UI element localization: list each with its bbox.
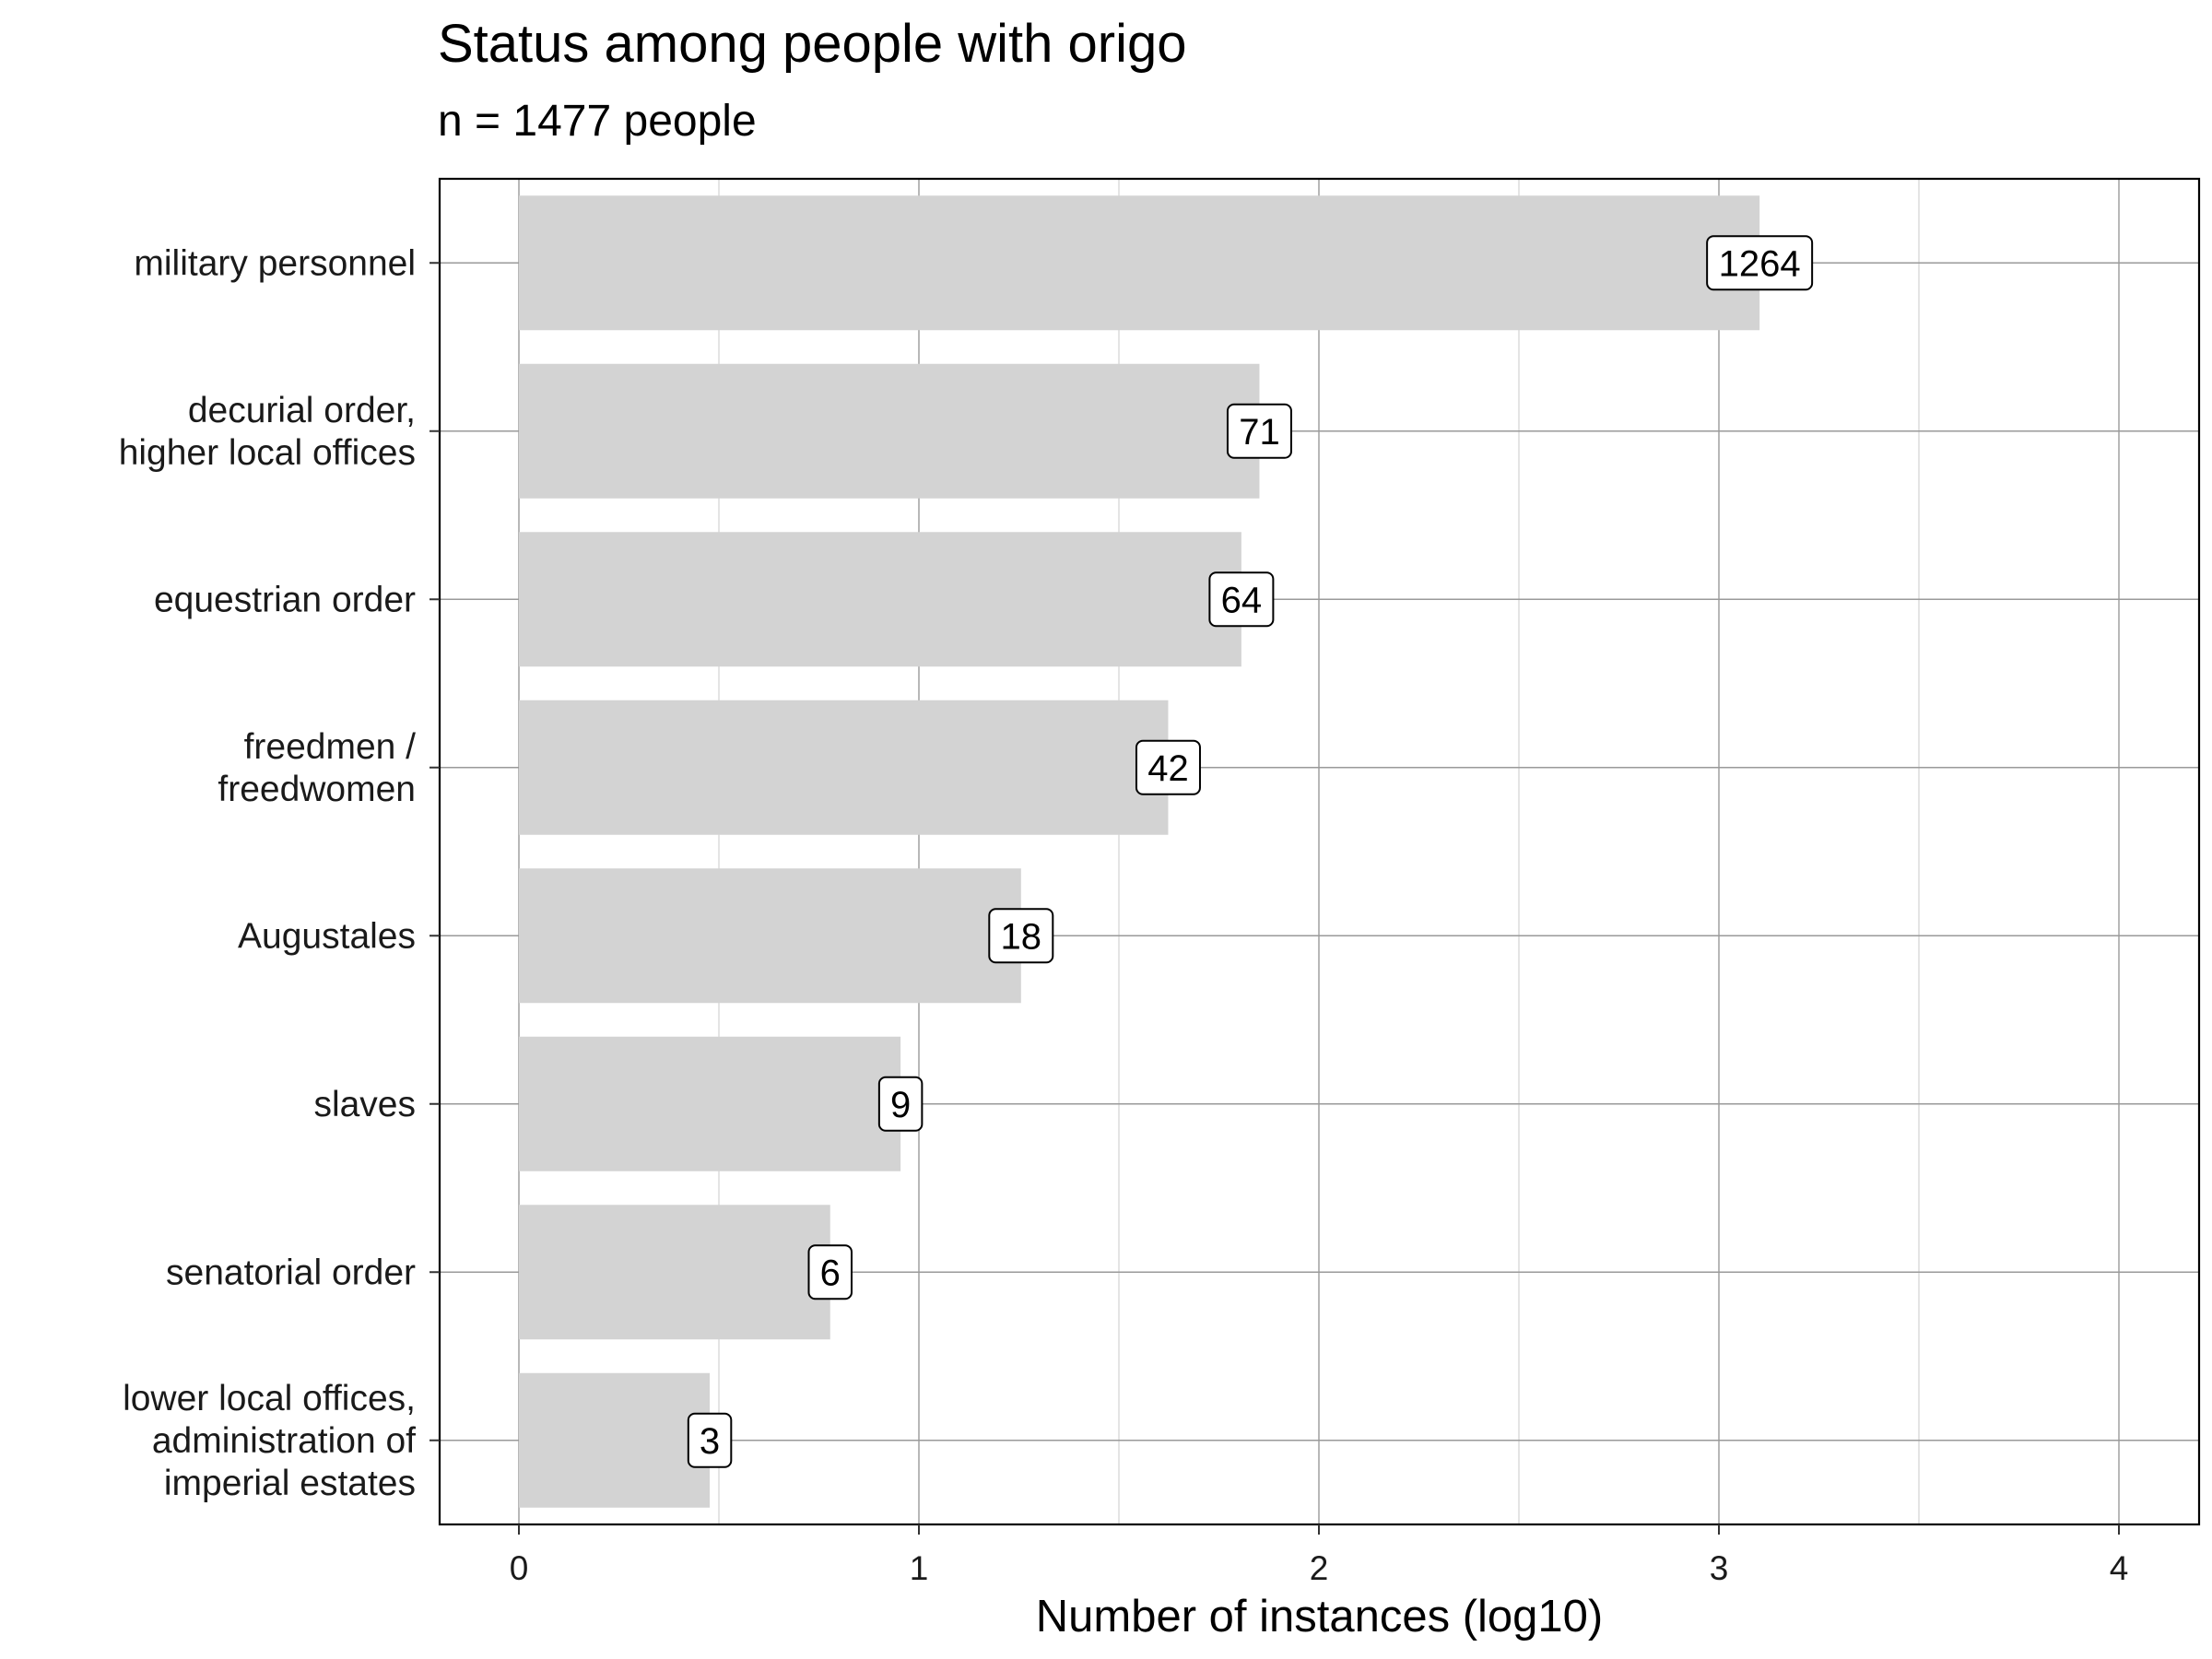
- x-tick-label: 3: [1710, 1549, 1729, 1587]
- category-label: military personnel: [134, 243, 416, 283]
- x-tick-label: 4: [2110, 1549, 2129, 1587]
- x-tick-label: 2: [1310, 1549, 1329, 1587]
- bar: [519, 1372, 711, 1508]
- bar: [519, 1036, 901, 1171]
- data-label-box: [1226, 403, 1292, 459]
- x-tick-label: 1: [910, 1549, 929, 1587]
- data-label-box: [687, 1412, 733, 1468]
- chart-title: Status among people with origo: [438, 14, 1187, 74]
- data-label-box: [988, 908, 1054, 964]
- data-label: 6: [820, 1253, 841, 1293]
- data-label: 64: [1221, 580, 1263, 620]
- data-label-box: [1706, 235, 1814, 291]
- data-label-box: [1135, 739, 1201, 795]
- category-label: Augustales: [238, 916, 416, 956]
- x-tick-label: 0: [510, 1549, 529, 1587]
- category-label: senatorial order: [166, 1253, 416, 1292]
- category-label: decurial order, higher local offices: [119, 391, 416, 473]
- bar: [519, 1205, 830, 1340]
- data-label: 42: [1147, 748, 1189, 789]
- bar: [519, 700, 1169, 835]
- data-label: 3: [700, 1421, 720, 1462]
- x-axis-title: Number of instances (log10): [1036, 1592, 1604, 1641]
- data-label: 71: [1239, 412, 1280, 453]
- category-label: lower local offices, administration of imp…: [123, 1379, 416, 1503]
- data-label-box: [877, 1076, 924, 1132]
- bar: [519, 363, 1260, 499]
- category-label: equestrian order: [154, 580, 416, 619]
- data-label: 1264: [1719, 243, 1801, 284]
- category-label: freedmen / freedwomen: [218, 727, 416, 809]
- data-label-box: [807, 1244, 853, 1300]
- bar: [519, 868, 1021, 1004]
- data-label: 18: [1001, 916, 1042, 957]
- data-label-box: [1208, 571, 1275, 628]
- category-label: slaves: [313, 1085, 416, 1124]
- chart-subtitle: n = 1477 people: [438, 97, 757, 146]
- bar: [519, 532, 1241, 667]
- bar: [519, 195, 1760, 331]
- data-label: 9: [890, 1085, 911, 1125]
